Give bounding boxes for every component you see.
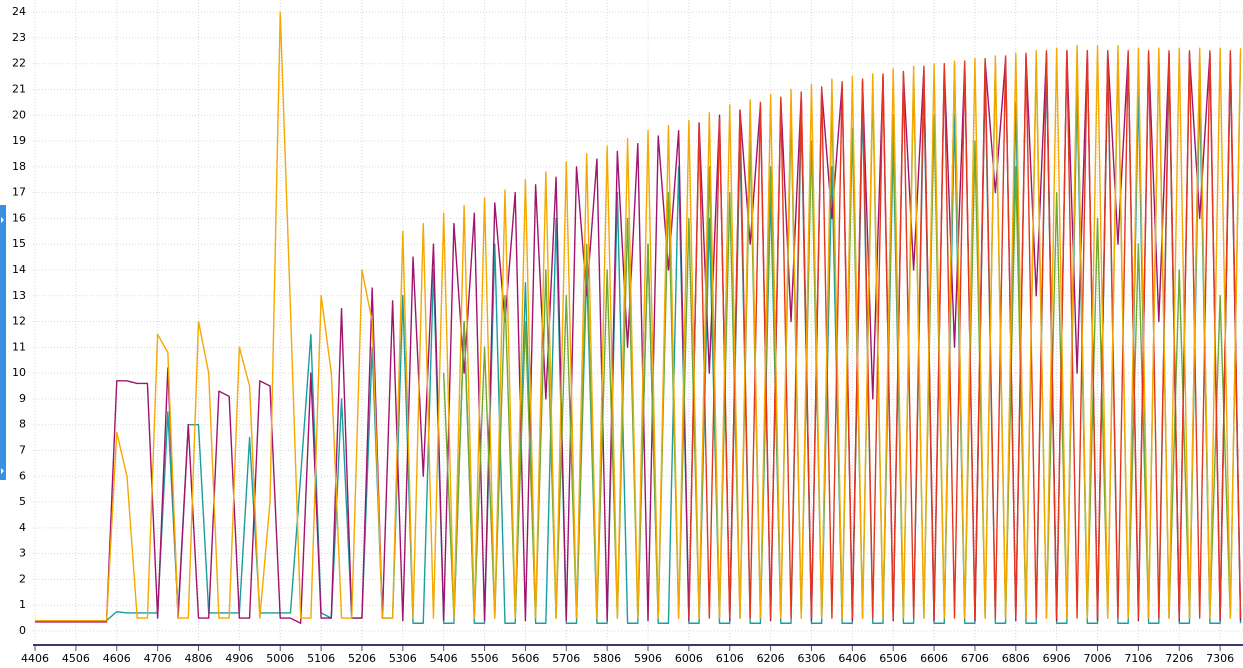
y-tick-label: 12 <box>12 315 26 328</box>
x-tick-label: 6206 <box>757 652 785 665</box>
y-tick-label: 16 <box>12 211 26 224</box>
x-tick-label: 6606 <box>920 652 948 665</box>
y-tick-label: 4 <box>19 521 26 534</box>
x-tick-label: 4506 <box>62 652 90 665</box>
scroll-handle[interactable] <box>0 205 6 480</box>
scroll-arrow <box>1 468 4 474</box>
y-tick-label: 10 <box>12 366 26 379</box>
x-tick-label: 6706 <box>961 652 989 665</box>
y-tick-label: 18 <box>12 160 26 173</box>
y-tick-label: 11 <box>12 340 26 353</box>
x-tick-label: 5406 <box>430 652 458 665</box>
x-tick-label: 6906 <box>1043 652 1071 665</box>
y-tick-label: 15 <box>12 237 26 250</box>
series-line <box>688 50 1242 619</box>
x-tick-label: 6406 <box>838 652 866 665</box>
x-tick-label: 5906 <box>634 652 662 665</box>
x-tick-label: 5106 <box>307 652 335 665</box>
x-tick-label: 6106 <box>716 652 744 665</box>
y-tick-label: 6 <box>19 469 26 482</box>
y-tick-label: 8 <box>19 418 26 431</box>
plot-area <box>35 11 1242 624</box>
x-tick-label: 5606 <box>511 652 539 665</box>
y-tick-label: 23 <box>12 31 26 44</box>
x-tick-label: 6306 <box>797 652 825 665</box>
y-tick-label: 5 <box>19 495 26 508</box>
x-tick-label: 7106 <box>1124 652 1152 665</box>
x-tick-label: 6806 <box>1002 652 1030 665</box>
y-tick-label: 20 <box>12 108 26 121</box>
x-tick-label: 5306 <box>389 652 417 665</box>
y-tick-label: 0 <box>19 624 26 637</box>
x-tick-label: 7006 <box>1084 652 1112 665</box>
x-tick-label: 5706 <box>552 652 580 665</box>
x-tick-label: 5206 <box>348 652 376 665</box>
x-tick-label: 7306 <box>1206 652 1234 665</box>
x-tick-label: 4906 <box>225 652 253 665</box>
y-tick-label: 21 <box>12 82 26 95</box>
y-tick-label: 3 <box>19 547 26 560</box>
scroll-arrow <box>1 217 4 223</box>
x-tick-label: 6006 <box>675 652 703 665</box>
x-tick-label: 7206 <box>1165 652 1193 665</box>
x-tick-label: 6506 <box>879 652 907 665</box>
y-tick-label: 7 <box>19 443 26 456</box>
x-tick-label: 5806 <box>593 652 621 665</box>
x-tick-label: 4406 <box>21 652 49 665</box>
y-tick-label: 2 <box>19 572 26 585</box>
axes: 0123456789101112131415161718192021222324… <box>12 5 1234 665</box>
y-tick-label: 22 <box>12 57 26 70</box>
y-tick-label: 1 <box>19 598 26 611</box>
y-tick-label: 14 <box>12 263 26 276</box>
x-tick-label: 5006 <box>266 652 294 665</box>
x-tick-label: 4806 <box>185 652 213 665</box>
x-tick-label: 4606 <box>103 652 131 665</box>
y-tick-label: 19 <box>12 134 26 147</box>
x-tick-label: 5506 <box>471 652 499 665</box>
y-tick-label: 17 <box>12 186 26 199</box>
y-tick-label: 9 <box>19 392 26 405</box>
y-tick-label: 24 <box>12 5 26 18</box>
x-tick-label: 4706 <box>144 652 172 665</box>
y-tick-label: 13 <box>12 289 26 302</box>
series-line <box>35 11 1242 622</box>
